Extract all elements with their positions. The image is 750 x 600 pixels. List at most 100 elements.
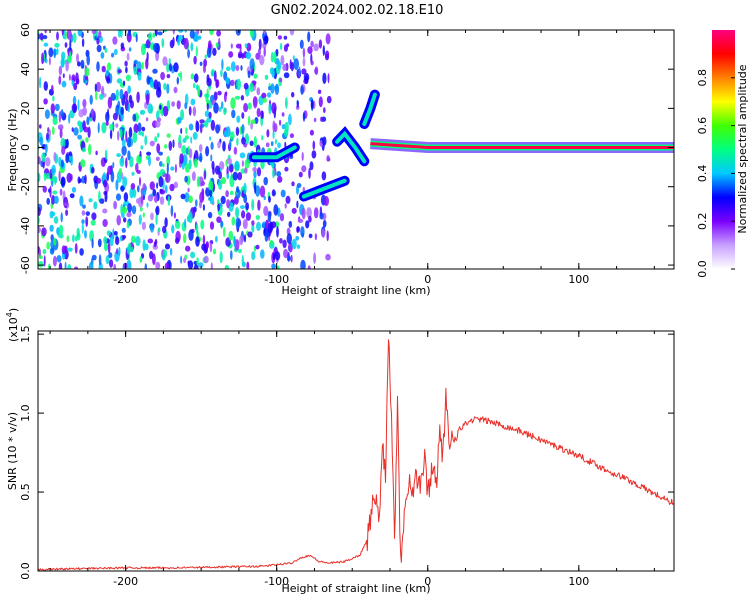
heatmap-noise-cell	[115, 104, 120, 116]
heatmap-noise-cell	[188, 211, 193, 224]
heatmap-noise-cell	[120, 42, 125, 49]
heatmap-noise-cell	[159, 104, 162, 110]
heatmap-noise-cell	[272, 168, 275, 179]
heatmap-noise-cell	[209, 242, 213, 253]
heatmap-noise-cell	[255, 185, 261, 197]
heatmap-noise-cell	[51, 84, 54, 92]
heatmap-noise-cell	[43, 172, 47, 182]
heatmap-noise-cell	[172, 139, 175, 148]
heatmap-noise-cell	[195, 121, 200, 133]
heatmap-noise-cell	[244, 133, 250, 146]
heatmap-noise-cell	[221, 58, 224, 71]
heatmap-noise-cell	[274, 251, 281, 261]
heatmap-noise-cell	[91, 254, 97, 261]
heatmap-noise-cell	[244, 167, 248, 174]
heatmap-noise-cell	[277, 61, 282, 70]
heatmap-noise-cell	[112, 36, 118, 45]
heatmap-noise-cell	[96, 61, 100, 72]
heatmap-noise-cell	[127, 103, 130, 113]
heatmap-noise-cell	[202, 204, 205, 211]
heatmap-noise-cell	[309, 161, 314, 171]
heatmap-noise-cell	[218, 37, 221, 50]
heatmap-noise-cell	[229, 79, 235, 87]
heatmap-noise-cell	[62, 73, 65, 78]
heatmap-noise-cell	[156, 87, 162, 98]
heatmap-noise-cell	[220, 101, 224, 110]
heatmap-noise-cell	[247, 102, 252, 110]
heatmap-noise-cell	[105, 255, 110, 265]
heatmap-noise-cell	[95, 91, 98, 101]
heatmap-noise-cell	[43, 81, 48, 91]
heatmap-noise-cell	[256, 87, 261, 96]
spectrogram-y-tick-label: 40	[19, 62, 32, 76]
heatmap-noise-cell	[308, 215, 312, 223]
heatmap-noise-cell	[169, 247, 173, 256]
heatmap-noise-cell	[126, 259, 132, 269]
heatmap-noise-cell	[249, 58, 255, 70]
heatmap-noise-cell	[171, 101, 175, 107]
heatmap-noise-cell	[225, 91, 228, 96]
heatmap-noise-cell	[296, 183, 302, 188]
heatmap-noise-cell	[313, 207, 319, 219]
heatmap-noise-cell	[95, 81, 101, 93]
heatmap-noise-cell	[243, 102, 249, 113]
heatmap-noise-cell	[225, 66, 231, 71]
heatmap-noise-cell	[39, 136, 44, 146]
heatmap-noise-cell	[226, 199, 231, 209]
heatmap-noise-cell	[100, 52, 105, 59]
heatmap-noise-cell	[265, 142, 270, 148]
heatmap-noise-cell	[291, 91, 295, 98]
heatmap-noise-cell	[251, 224, 255, 233]
heatmap-noise-cell	[231, 216, 236, 226]
heatmap-noise-cell	[118, 168, 123, 176]
heatmap-noise-cell	[262, 97, 267, 103]
heatmap-noise-cell	[139, 256, 143, 263]
heatmap-noise-cell	[284, 166, 289, 172]
heatmap-noise-cell	[120, 185, 125, 192]
heatmap-noise-cell	[161, 109, 164, 117]
heatmap-noise-cell	[121, 145, 127, 156]
heatmap-noise-cell	[190, 251, 196, 259]
heatmap-noise-cell	[116, 153, 121, 158]
heatmap-noise-cell	[107, 241, 111, 254]
heatmap-noise-cell	[140, 145, 144, 150]
heatmap-noise-cell	[164, 144, 168, 149]
heatmap-noise-cell	[239, 152, 246, 159]
heatmap-noise-cell	[67, 264, 72, 269]
colorbar-tick-label: 0.6	[696, 117, 709, 135]
heatmap-noise-cell	[116, 78, 123, 84]
heatmap-noise-cell	[227, 211, 231, 217]
heatmap-noise-cell	[322, 136, 327, 146]
heatmap-noise-cell	[82, 98, 87, 108]
heatmap-noise-cell	[126, 52, 130, 61]
heatmap-noise-cell	[173, 62, 179, 73]
heatmap-noise-cell	[326, 95, 332, 104]
heatmap-noise-cell	[230, 250, 233, 260]
heatmap-noise-cell	[261, 135, 264, 141]
heatmap-noise-cell	[79, 121, 82, 134]
spectrogram-x-tick-label: -200	[113, 273, 138, 286]
heatmap-noise-cell	[273, 204, 279, 216]
heatmap-noise-cell	[152, 32, 156, 38]
heatmap-noise-cell	[159, 168, 166, 176]
heatmap-noise-cell	[253, 73, 258, 79]
heatmap-noise-cell	[271, 189, 276, 197]
heatmap-noise-cell	[51, 195, 56, 205]
heatmap-noise-cell	[209, 195, 214, 205]
heatmap-noise-cell	[158, 176, 164, 188]
heatmap-noise-cell	[280, 189, 286, 198]
spectrogram-x-ticks: -200 -100 0 100	[49, 30, 655, 286]
heatmap-noise-cell	[105, 111, 110, 123]
heatmap-noise-cell	[48, 56, 51, 66]
heatmap-noise-cell	[198, 144, 203, 153]
heatmap-noise-cell	[205, 146, 210, 157]
heatmap-noise-cell	[135, 33, 138, 43]
heatmap-noise-cell	[132, 113, 137, 122]
heatmap-noise-cell	[279, 213, 285, 222]
heatmap-noise-cell	[122, 80, 126, 86]
heatmap-noise-cell	[321, 228, 326, 238]
heatmap-noise-cell	[149, 181, 155, 191]
heatmap-noise-cell	[259, 55, 265, 66]
heatmap-noise-cell	[206, 102, 209, 111]
heatmap-noise-cell	[105, 121, 109, 126]
